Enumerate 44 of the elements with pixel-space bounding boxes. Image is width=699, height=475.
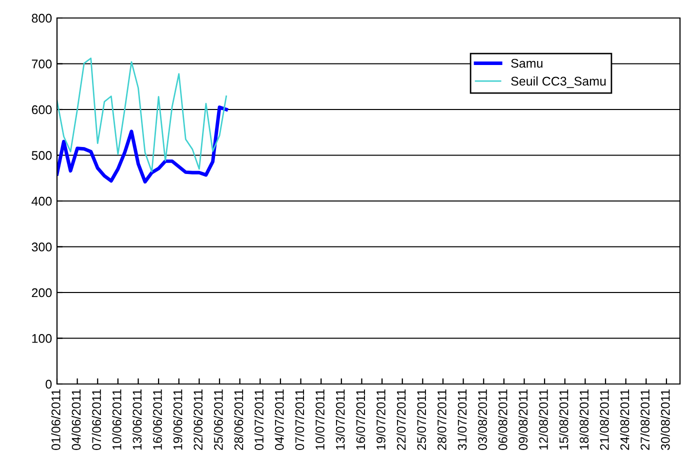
x-tick-label: 09/08/2011 xyxy=(518,389,528,450)
legend-label: Seuil CC3_Samu xyxy=(511,76,606,88)
legend-label: Samu xyxy=(511,58,542,68)
x-tick-label: 16/07/2011 xyxy=(356,389,366,450)
x-tick-label: 18/08/2011 xyxy=(579,389,589,450)
x-tick-label: 04/06/2011 xyxy=(71,389,81,450)
x-tick-label: 21/08/2011 xyxy=(600,389,609,450)
x-tick-label: 15/08/2011 xyxy=(559,389,568,450)
x-tick-label: 07/06/2011 xyxy=(92,389,101,450)
x-tick-label: 06/08/2011 xyxy=(498,389,508,450)
x-tick-label: 28/06/2011 xyxy=(234,389,244,450)
x-tick-label: 04/07/2011 xyxy=(274,389,284,450)
y-tick-label: 600 xyxy=(32,105,52,114)
x-tick-label: 12/08/2011 xyxy=(538,389,548,450)
x-tick-label: 19/06/2011 xyxy=(173,389,182,450)
x-tick-label: 22/07/2011 xyxy=(396,389,406,450)
x-tick-label: 25/06/2011 xyxy=(214,389,223,450)
x-tick-label: 01/06/2011 xyxy=(51,389,60,450)
y-tick-label: 200 xyxy=(32,288,52,298)
x-tick-label: 19/07/2011 xyxy=(376,389,386,450)
x-tick-label: 01/07/2011 xyxy=(254,389,264,450)
x-tick-label: 27/08/2011 xyxy=(640,389,650,450)
x-tick-label: 10/07/2011 xyxy=(315,389,324,450)
x-tick-label: 22/06/2011 xyxy=(193,389,203,450)
x-tick-label: 10/06/2011 xyxy=(112,389,122,450)
x-tick-label: 13/06/2011 xyxy=(132,389,142,450)
x-tick-label: 07/07/2011 xyxy=(294,389,304,450)
y-tick-label: 700 xyxy=(32,60,52,68)
x-tick-label: 31/07/2011 xyxy=(457,389,467,450)
x-tick-label: 24/08/2011 xyxy=(620,389,630,450)
line-series xyxy=(57,105,228,184)
y-tick-label: 400 xyxy=(32,196,52,206)
y-tick-label: 100 xyxy=(32,334,52,343)
x-tick-label: 25/07/2011 xyxy=(416,389,426,450)
y-tick-label: 800 xyxy=(32,14,52,23)
x-tick-label: 28/07/2011 xyxy=(437,389,446,450)
line-series xyxy=(57,58,227,172)
x-tick-label: 13/07/2011 xyxy=(336,389,345,450)
y-tick-label: 300 xyxy=(32,242,52,252)
y-tick-label: 500 xyxy=(32,151,52,160)
x-tick-label: 30/08/2011 xyxy=(660,389,670,450)
x-tick-label: 16/06/2011 xyxy=(152,389,162,450)
x-tick-label: 03/08/2011 xyxy=(478,389,487,450)
y-tick-label: 0 xyxy=(46,380,52,389)
